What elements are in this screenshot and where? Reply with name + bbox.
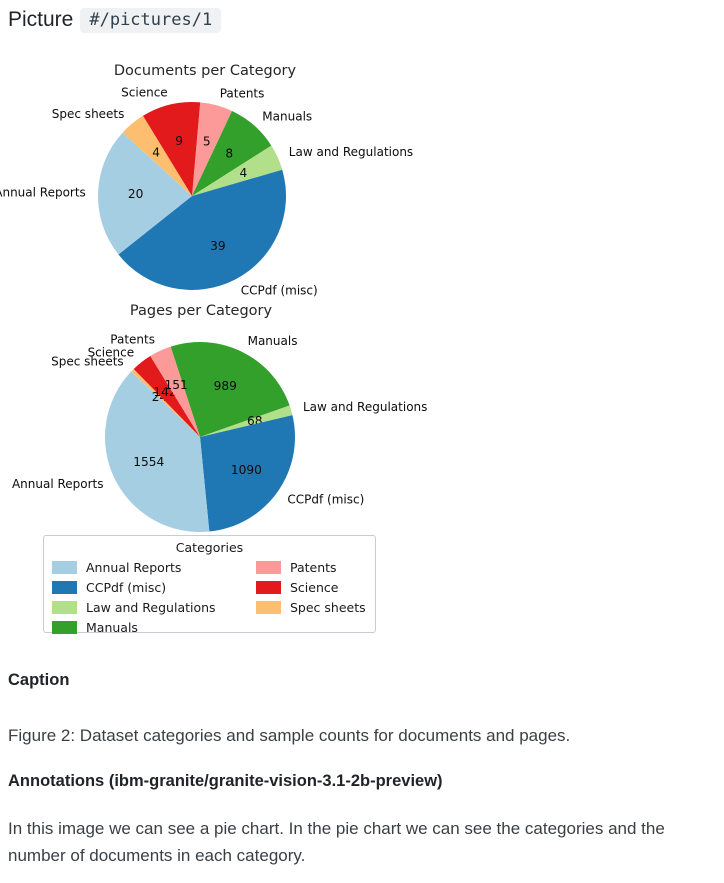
legend-label: Annual Reports: [86, 559, 182, 575]
legend-items: Annual Reports CCPdf (misc) Law and Regula…: [52, 557, 367, 637]
slice-value: 20: [128, 187, 144, 201]
slice-label: Spec sheets: [51, 355, 124, 369]
pie-slice-patents: [192, 102, 233, 196]
slice-label: Science: [121, 86, 168, 100]
pie-slice-ccpdf-misc-: [118, 169, 286, 290]
pie-slice-science: [143, 102, 201, 196]
legend-label: CCPdf (misc): [86, 579, 167, 595]
slice-value: 1090: [231, 463, 262, 477]
slice-label: Patents: [220, 87, 265, 101]
legend-swatch: [52, 600, 77, 614]
slice-value: 4: [240, 166, 248, 180]
documents-per-category-pie-chart: Documents per Category 5 Patents 8 Manuals 4 L…: [0, 63, 413, 297]
legend-label: Spec sheets: [290, 599, 366, 615]
legend-item: Science: [256, 580, 367, 595]
pie-slice-ccpdf-misc-: [200, 415, 295, 532]
pie-slice-annual-reports: [98, 132, 192, 255]
pie-slice-spec-sheets: [122, 115, 192, 196]
slice-label: Annual Reports: [0, 185, 86, 199]
slice-label: Manuals: [248, 334, 298, 348]
pie-slice-manuals: [170, 341, 290, 437]
chart-title: Pages per Category: [130, 303, 273, 319]
legend-item: Annual Reports: [52, 560, 256, 575]
legend-label: Science: [290, 579, 339, 595]
caption-text: Figure 2: Dataset categories and sample …: [8, 726, 571, 745]
slice-label: Law and Regulations: [303, 400, 427, 414]
pie-slice-patents: [150, 346, 200, 437]
slice-label: CCPdf (misc): [241, 283, 318, 297]
pie-slice-law-and-regulations: [192, 145, 283, 196]
slice-label: CCPdf (misc): [287, 492, 364, 506]
legend-swatch: [256, 560, 281, 574]
picture-label: Picture: [8, 8, 74, 31]
legend-swatch: [52, 620, 77, 634]
legend-item: Manuals: [52, 620, 256, 635]
slice-label: Spec sheets: [52, 107, 125, 121]
legend-box: Categories Annual Reports CCPdf (misc) Law…: [43, 535, 376, 635]
pie-slice-law-and-regulations: [200, 405, 293, 437]
slice-value: 39: [210, 239, 226, 253]
chart-title: Documents per Category: [114, 63, 297, 79]
legend-swatch: [52, 560, 77, 574]
slice-value: 1554: [133, 455, 164, 469]
caption-heading: Caption: [8, 671, 70, 689]
legend-label: Manuals: [86, 619, 138, 635]
pie-slice-science: [133, 356, 200, 437]
pie-slice-annual-reports: [105, 371, 210, 532]
slice-value: 4: [152, 146, 160, 160]
legend-swatch: [256, 580, 281, 594]
legend-item: Law and Regulations: [52, 600, 256, 615]
slice-value: 9: [175, 134, 183, 148]
slice-label: Science: [88, 345, 135, 359]
legend-item: Spec sheets: [256, 600, 367, 615]
legend-label: Patents: [290, 559, 337, 575]
slice-label: Law and Regulations: [289, 145, 413, 159]
legend-swatch: [256, 600, 281, 614]
slice-label: Patents: [110, 333, 155, 347]
slice-value: 8: [225, 147, 233, 161]
picture-path-code: #/pictures/1: [80, 8, 222, 33]
legend-swatch: [52, 580, 77, 594]
slice-value: 989: [214, 379, 237, 393]
legend-label: Law and Regulations: [86, 599, 216, 615]
annotations-heading: Annotations (ibm-granite/granite-vision-…: [8, 772, 443, 790]
annotations-text: In this image we can see a pie chart. In…: [8, 819, 665, 865]
legend-item: CCPdf (misc): [52, 580, 256, 595]
pie-slice-manuals: [192, 110, 272, 196]
slice-label: Annual Reports: [12, 477, 104, 491]
legend-title: Categories: [175, 540, 244, 555]
slice-value: 151: [164, 378, 187, 392]
slice-label: Manuals: [262, 109, 312, 123]
slice-value: 5: [203, 135, 211, 149]
picture-header: Picture #/pictures/1: [8, 8, 222, 33]
legend-item: Patents: [256, 560, 367, 575]
pie-slice-spec-sheets: [131, 368, 200, 437]
